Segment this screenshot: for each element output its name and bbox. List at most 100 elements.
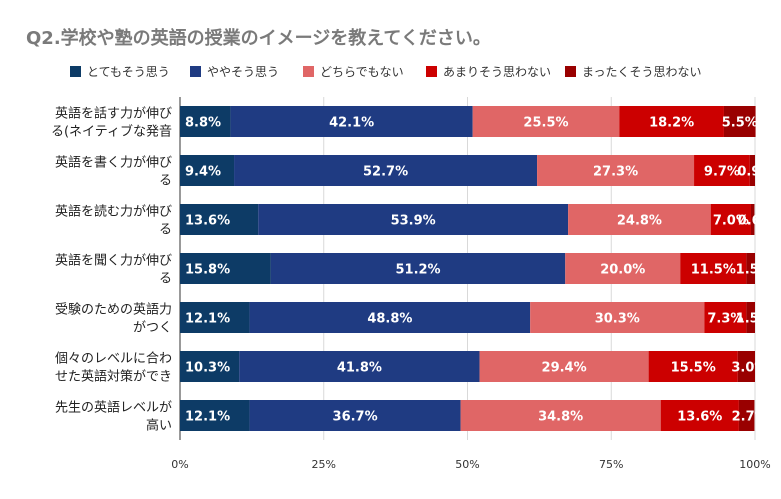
bar-row1-series3 <box>472 106 620 137</box>
bar-row2-series4 <box>694 155 750 186</box>
data-label-row3-series1: 13.6% <box>185 214 230 229</box>
bar-row6-series3 <box>479 351 649 382</box>
data-label-row4-series5: 1.5% <box>736 263 772 278</box>
data-label-row2-series1: 9.4% <box>185 165 221 180</box>
data-label-row3-series2: 53.9% <box>391 214 436 229</box>
x-tick-label-1: 25% <box>312 458 336 471</box>
bar-row5-series1 <box>180 302 250 333</box>
bar-row1-series2 <box>230 106 473 137</box>
legend-swatch-1 <box>70 66 81 77</box>
bar-row2-series5 <box>749 155 755 186</box>
data-label-row5-series3: 30.3% <box>595 312 640 327</box>
bar-row7-series5 <box>738 400 755 431</box>
bar-row5-series5 <box>746 302 755 333</box>
bar-row4-series2 <box>270 253 566 284</box>
bar-row6-series2 <box>239 351 480 382</box>
bar-row5-series2 <box>249 302 531 333</box>
bar-row3-series4 <box>710 204 751 235</box>
legend-swatch-4 <box>426 66 437 77</box>
data-label-row1-series5: 5.5% <box>722 116 758 131</box>
category-label-5-line-2: がつく <box>133 321 172 336</box>
bar-row6-series4 <box>648 351 738 382</box>
legend-swatch-2 <box>190 66 201 77</box>
bar-row1-series4 <box>619 106 724 137</box>
category-label-5-line-1: 受験のための英語力 <box>55 302 172 318</box>
bar-row2-series2 <box>234 155 538 186</box>
bar-row2-series3 <box>537 155 695 186</box>
bar-row4-series4 <box>680 253 747 284</box>
data-label-row6-series3: 29.4% <box>542 361 587 376</box>
legend-label-4: あまりそう思わない <box>443 65 551 79</box>
data-label-row4-series4: 11.5% <box>691 263 736 278</box>
bar-row3-series2 <box>258 204 569 235</box>
data-label-row5-series4: 7.3% <box>707 312 743 327</box>
data-label-row7-series2: 36.7% <box>333 410 378 425</box>
bar-row7-series1 <box>180 400 250 431</box>
bar-row6-series1 <box>180 351 240 382</box>
legend-label-3: どちらでもない <box>320 65 404 79</box>
data-label-row7-series5: 2.7% <box>732 410 768 425</box>
bar-row1-series5 <box>723 106 756 137</box>
data-label-row5-series2: 48.8% <box>367 312 412 327</box>
category-label-1-line-2: る(ネイティブな発音 <box>51 124 172 140</box>
x-tick-label-2: 50% <box>455 458 479 471</box>
legend-label-1: とてもそう思う <box>87 65 170 79</box>
category-label-3-line-1: 英語を読む力が伸び <box>55 204 172 220</box>
data-label-row2-series3: 27.3% <box>593 165 638 180</box>
x-tick-label-4: 100% <box>739 458 770 471</box>
chart-title: Q2.学校や塾の英語の授業のイメージを教えてください。 <box>26 27 491 49</box>
bar-row7-series2 <box>249 400 461 431</box>
bar-row5-series4 <box>704 302 747 333</box>
bar-row4-series5 <box>746 253 755 284</box>
data-label-row7-series4: 13.6% <box>677 410 722 425</box>
data-label-row4-series3: 20.0% <box>600 263 645 278</box>
category-label-3-line-2: る <box>159 223 172 238</box>
bar-row4-series1 <box>180 253 271 284</box>
legend-label-2: ややそう思う <box>207 65 279 79</box>
x-tick-label-3: 75% <box>599 458 623 471</box>
data-label-row1-series4: 18.2% <box>649 116 694 131</box>
category-label-7-line-2: 高い <box>146 418 172 434</box>
legend-swatch-5 <box>565 66 576 77</box>
data-label-row6-series5: 3.0% <box>731 361 767 376</box>
category-label-1-line-1: 英語を話す力が伸び <box>55 106 172 122</box>
data-label-row3-series5: 0.6% <box>738 214 774 229</box>
category-label-2-line-2: る <box>159 174 172 189</box>
bar-row3-series1 <box>180 204 259 235</box>
bar-row1-series1 <box>180 106 231 137</box>
data-label-row3-series4: 7.0% <box>713 214 749 229</box>
data-label-row7-series3: 34.8% <box>538 410 583 425</box>
category-label-6-line-1: 個々のレベルに合わ <box>55 352 172 367</box>
bar-row3-series5 <box>750 204 755 235</box>
legend-swatch-3 <box>303 66 314 77</box>
category-label-4-line-1: 英語を聞く力が伸び <box>55 253 172 269</box>
category-label-2-line-1: 英語を書く力が伸び <box>55 155 172 171</box>
bar-row6-series5 <box>737 351 755 382</box>
data-label-row7-series1: 12.1% <box>185 410 230 425</box>
category-label-6-line-2: せた英語対策ができ <box>55 369 172 385</box>
data-label-row6-series4: 15.5% <box>671 361 716 376</box>
category-label-4-line-2: る <box>159 272 172 287</box>
data-label-row1-series3: 25.5% <box>523 116 568 131</box>
data-label-row5-series1: 12.1% <box>185 312 230 327</box>
data-label-row2-series4: 9.7% <box>704 165 740 180</box>
bar-row7-series4 <box>660 400 739 431</box>
legend-label-5: まったくそう思わない <box>582 65 702 79</box>
bar-row3-series3 <box>568 204 711 235</box>
data-label-row4-series1: 15.8% <box>185 263 230 278</box>
data-label-row2-series2: 52.7% <box>363 165 408 180</box>
data-label-row5-series5: 1.5% <box>736 312 772 327</box>
data-label-row6-series2: 41.8% <box>337 361 382 376</box>
category-label-7-line-1: 先生の英語レベルが <box>55 400 172 416</box>
data-label-row1-series1: 8.8% <box>185 116 221 131</box>
bar-row5-series3 <box>530 302 705 333</box>
bar-row2-series1 <box>180 155 235 186</box>
data-label-row2-series5: 0.9% <box>737 165 773 180</box>
data-label-row3-series3: 24.8% <box>617 214 662 229</box>
data-label-row1-series2: 42.1% <box>329 116 374 131</box>
data-label-row4-series2: 51.2% <box>395 263 440 278</box>
data-label-row6-series1: 10.3% <box>185 361 230 376</box>
bar-row7-series3 <box>460 400 661 431</box>
